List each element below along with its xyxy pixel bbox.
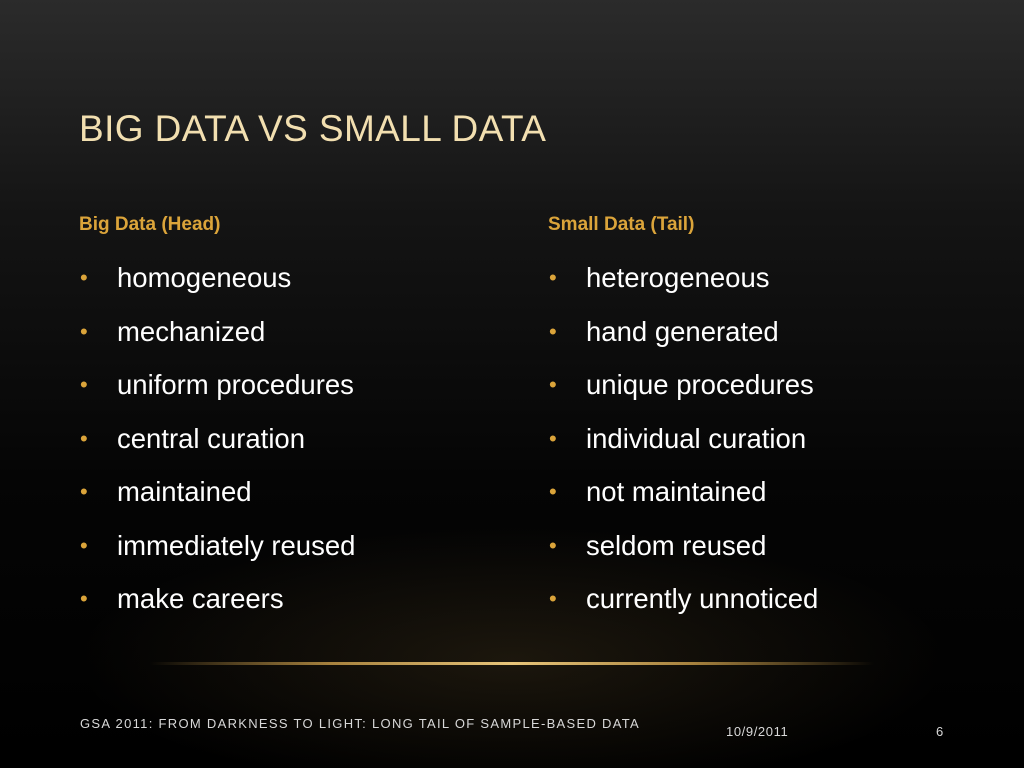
- list-item: • homogeneous: [79, 251, 519, 305]
- list-item: • make careers: [79, 572, 519, 626]
- bullet-text: mechanized: [117, 315, 266, 347]
- bullet-text: heterogeneous: [586, 262, 770, 293]
- left-column: Big Data (Head) • homogeneous • mechanized…: [79, 208, 519, 626]
- list-item: • central curation: [79, 412, 519, 466]
- bullet-icon: •: [549, 532, 557, 558]
- list-item: • hand generated: [548, 305, 988, 359]
- list-item: • uniform procedures: [79, 358, 519, 412]
- list-item: • individual curation: [548, 412, 988, 466]
- bullet-icon: •: [80, 532, 88, 558]
- bullet-icon: •: [549, 479, 557, 504]
- bullet-icon: •: [549, 586, 557, 611]
- bullet-icon: •: [80, 586, 88, 611]
- bullet-icon: •: [80, 265, 88, 290]
- bullet-text: homogeneous: [117, 262, 292, 293]
- bullet-icon: •: [549, 265, 557, 290]
- bullet-text: not maintained: [586, 476, 767, 507]
- bullet-text: individual curation: [586, 422, 807, 454]
- list-item: • maintained: [79, 465, 519, 519]
- right-column-heading: Small Data (Tail): [548, 214, 695, 235]
- bullet-icon: •: [80, 372, 88, 397]
- list-item: • currently unnoticed: [548, 572, 988, 626]
- slide-title: Big Data vs Small Data: [79, 108, 547, 149]
- footer-date: 10/9/2011: [726, 724, 789, 739]
- bullet-text: central curation: [117, 422, 306, 454]
- list-item: • heterogeneous: [548, 251, 988, 305]
- bullet-icon: •: [549, 425, 557, 451]
- bullet-text: immediately reused: [117, 529, 356, 561]
- bullet-icon: •: [80, 318, 88, 344]
- list-item: • mechanized: [79, 305, 519, 359]
- bullet-text: unique procedures: [586, 369, 814, 400]
- bullet-icon: •: [549, 372, 557, 397]
- left-column-heading: Big Data (Head): [79, 214, 221, 235]
- bullet-text: hand generated: [586, 315, 779, 347]
- footer-text: GSA 2011: From Darkness to Light: Long T…: [80, 716, 640, 731]
- list-item: • seldom reused: [548, 519, 988, 573]
- bullet-text: seldom reused: [586, 529, 767, 561]
- bullet-icon: •: [80, 425, 88, 451]
- list-item: • unique procedures: [548, 358, 988, 412]
- footer-divider: [150, 662, 874, 665]
- left-bullet-list: • homogeneous • mechanized • uniform proced…: [79, 251, 519, 626]
- right-column: Small Data (Tail) • heterogeneous • hand g…: [548, 208, 988, 626]
- list-item: • not maintained: [548, 465, 988, 519]
- list-item: • immediately reused: [79, 519, 519, 573]
- right-bullet-list: • heterogeneous • hand generated • unique p…: [548, 251, 988, 626]
- bullet-text: maintained: [117, 476, 252, 507]
- bullet-icon: •: [549, 318, 557, 344]
- bullet-text: make careers: [117, 583, 284, 614]
- bullet-icon: •: [80, 479, 88, 504]
- bullet-text: uniform procedures: [117, 369, 354, 400]
- bullet-text: currently unnoticed: [586, 583, 819, 614]
- page-number: 6: [936, 724, 944, 739]
